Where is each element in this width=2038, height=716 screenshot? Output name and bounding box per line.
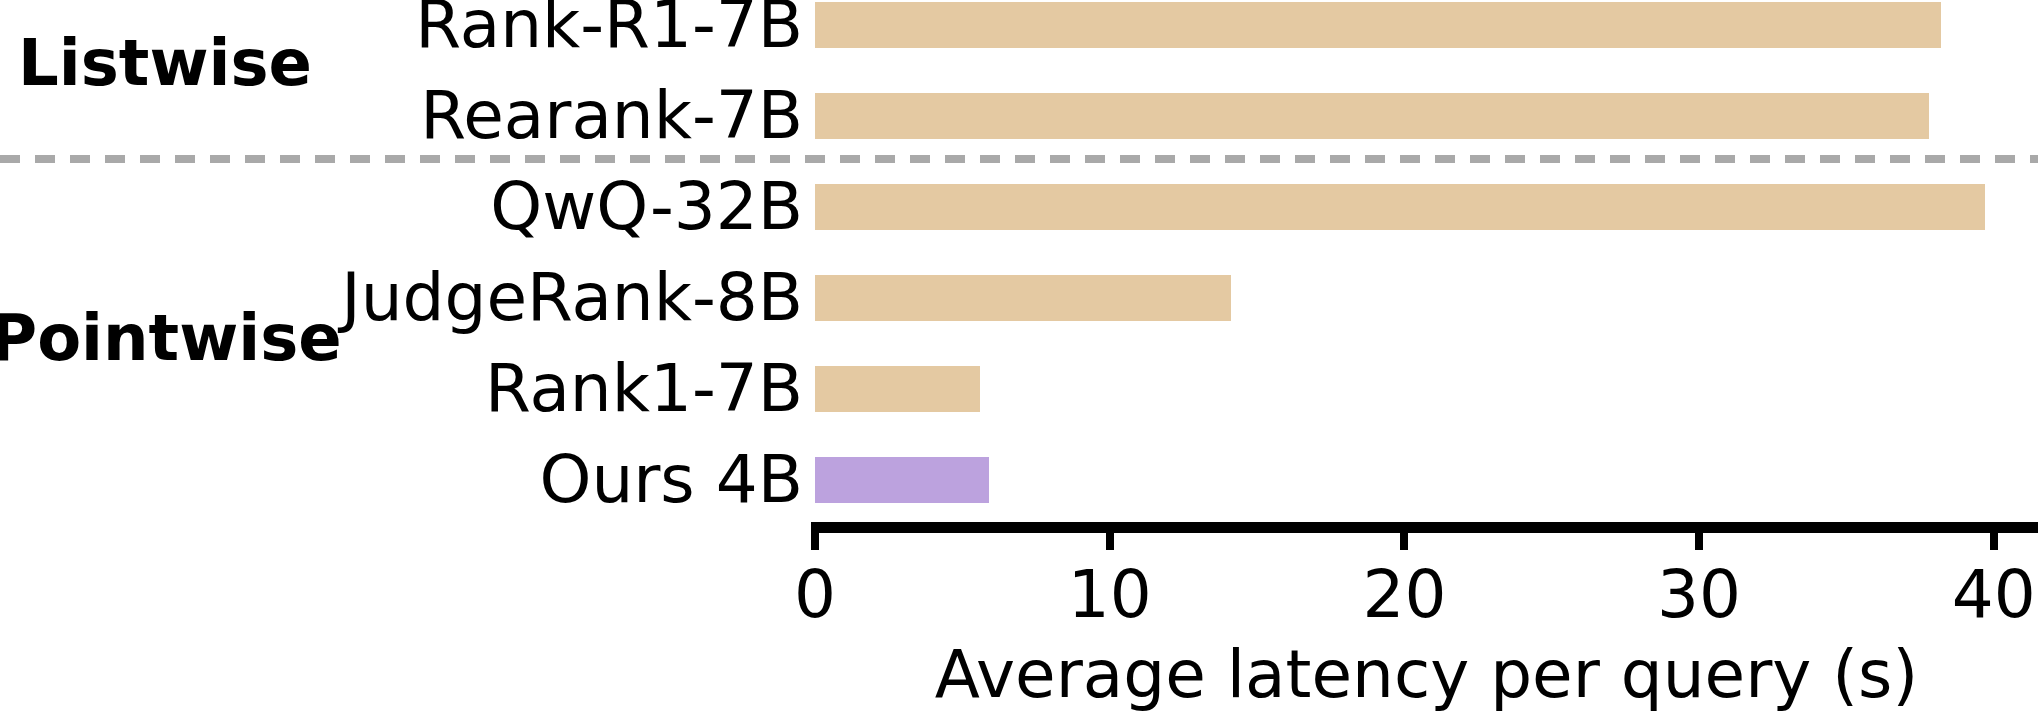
bar-label: Rank1-7B [0, 356, 803, 422]
bar [815, 366, 980, 412]
x-tick-mark [1106, 533, 1114, 550]
x-axis-title: Average latency per query (s) [815, 642, 2038, 708]
x-tick-mark [1990, 533, 1998, 550]
group-separator-dashed-line [0, 155, 2038, 163]
x-tick-mark [811, 533, 819, 550]
x-tick-label: 30 [1657, 562, 1741, 628]
latency-bar-chart: Listwise Pointwise Rank-R1-7BRearank-7BQ… [0, 0, 2038, 716]
x-tick-mark [1695, 533, 1703, 550]
bar-label: Rearank-7B [0, 83, 803, 149]
bar [815, 184, 1985, 230]
bar [815, 457, 989, 503]
x-tick-label: 40 [1952, 562, 2036, 628]
bar [815, 2, 1941, 48]
x-tick-label: 0 [794, 562, 836, 628]
bar-label: JudgeRank-8B [0, 265, 803, 331]
bar-label: Ours 4B [0, 447, 803, 513]
bar-label: QwQ-32B [0, 174, 803, 240]
x-tick-label: 20 [1362, 562, 1446, 628]
x-tick-mark [1400, 533, 1408, 550]
bar [815, 275, 1231, 321]
bar [815, 93, 1929, 139]
x-axis-line [811, 522, 2038, 533]
x-tick-label: 10 [1068, 562, 1152, 628]
bar-label: Rank-R1-7B [0, 0, 803, 58]
